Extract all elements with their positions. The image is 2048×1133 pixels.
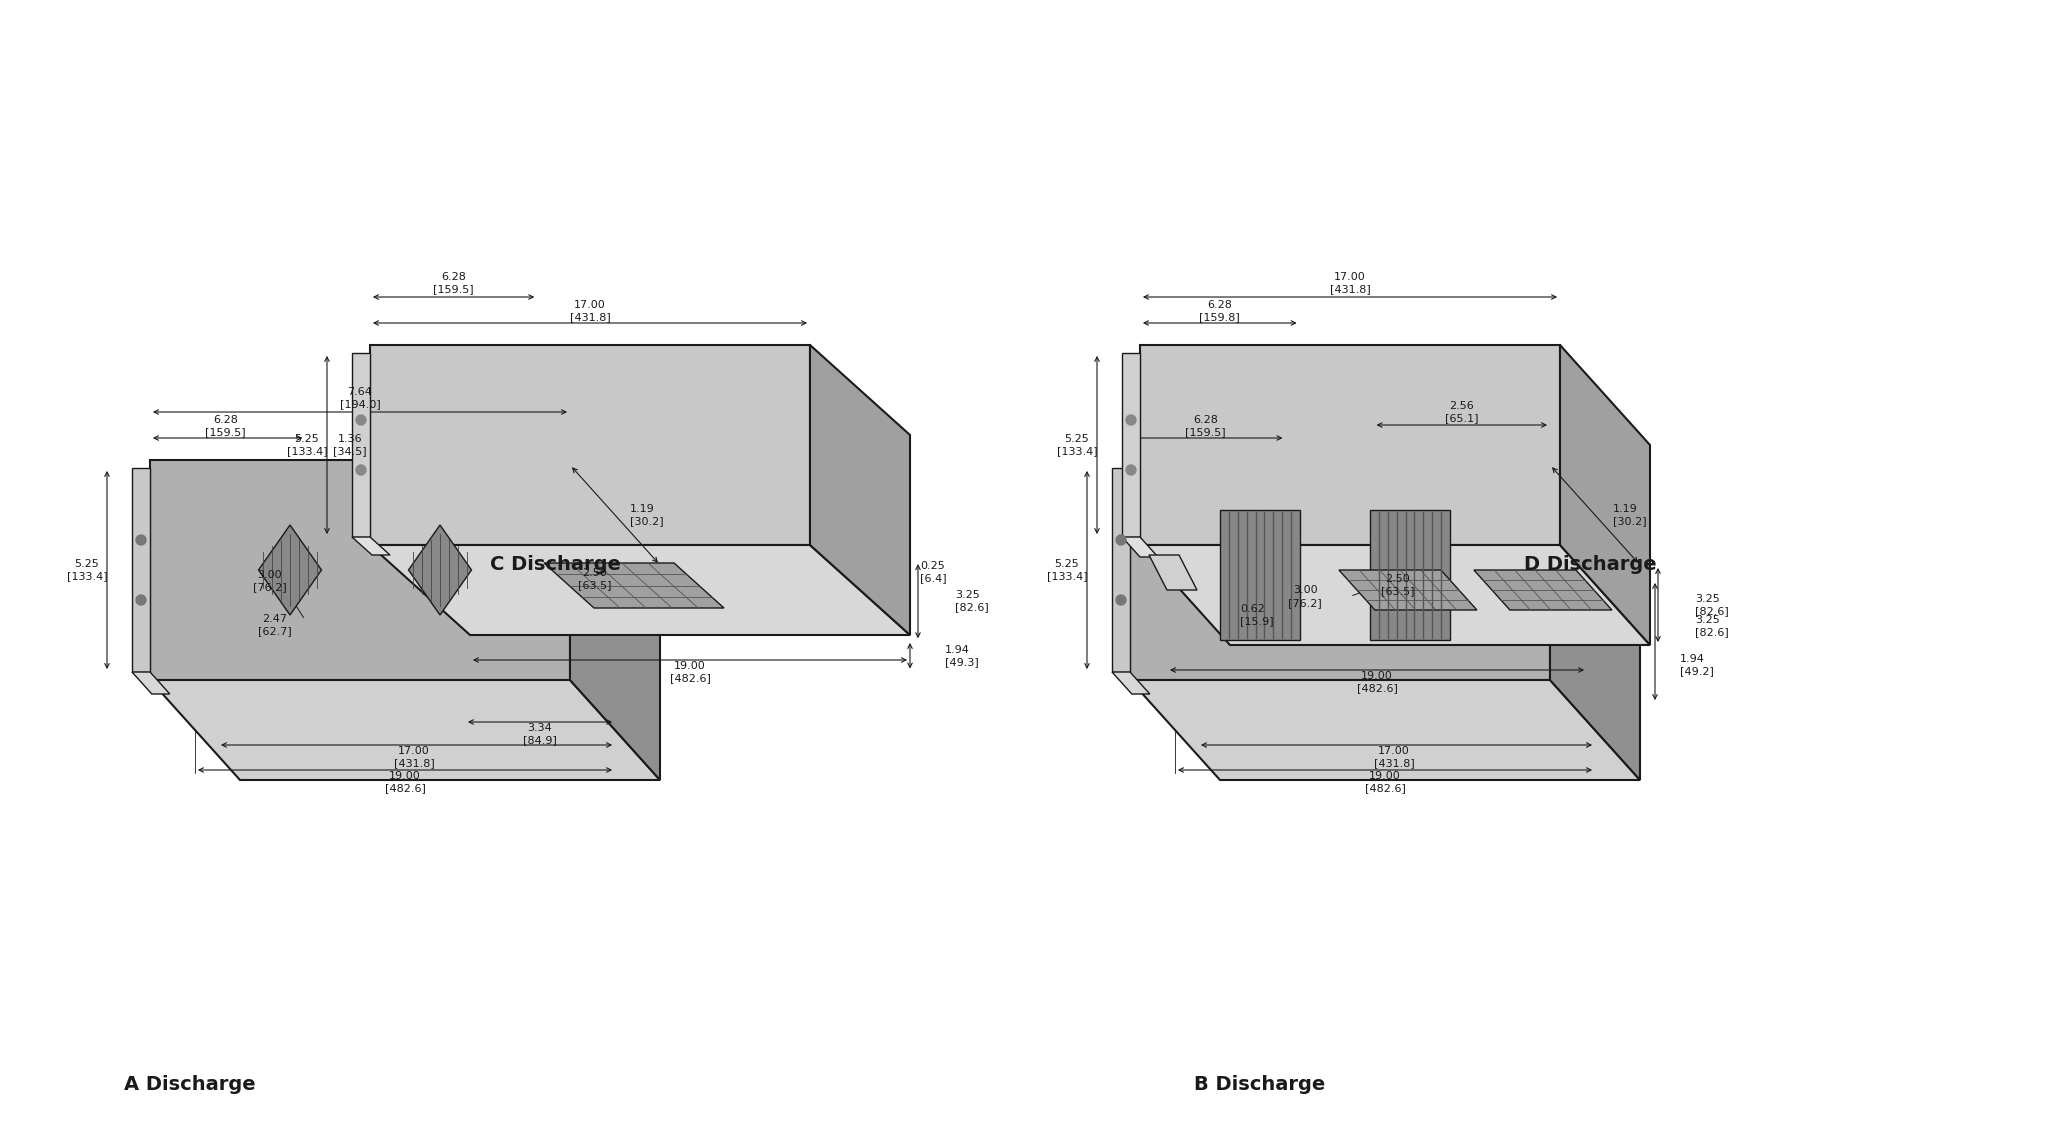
Text: D Discharge: D Discharge [1524,555,1657,574]
Polygon shape [1550,460,1640,780]
Circle shape [1126,465,1137,475]
Text: 3.25
[82.6]: 3.25 [82.6] [1696,615,1729,637]
Polygon shape [1112,468,1130,672]
Text: 17.00
[431.8]: 17.00 [431.8] [569,300,610,322]
Text: 2.47
[62.7]: 2.47 [62.7] [258,614,293,637]
Text: 5.25
[133.4]: 5.25 [133.4] [287,434,328,457]
Polygon shape [131,672,170,695]
Polygon shape [150,680,659,780]
Text: 6.28
[159.8]: 6.28 [159.8] [1200,300,1241,322]
Polygon shape [569,460,659,780]
Circle shape [1126,415,1137,425]
Polygon shape [371,545,909,634]
Text: A Discharge: A Discharge [125,1075,256,1094]
Text: 17.00
[431.8]: 17.00 [431.8] [393,746,434,768]
Circle shape [356,415,367,425]
Polygon shape [1149,555,1196,590]
Text: 7.64
[194.0]: 7.64 [194.0] [340,386,381,409]
Text: 19.00
[482.6]: 19.00 [482.6] [670,661,711,683]
Polygon shape [1112,672,1149,695]
Text: 19.00
[482.6]: 19.00 [482.6] [1364,770,1405,793]
Text: 6.28
[159.5]: 6.28 [159.5] [434,272,473,295]
Text: 2.50
[63.5]: 2.50 [63.5] [578,568,612,590]
Text: 3.25
[82.6]: 3.25 [82.6] [1696,594,1729,616]
Circle shape [1116,595,1126,605]
Text: 1.94
[49.3]: 1.94 [49.3] [944,645,979,667]
Polygon shape [131,468,150,672]
Text: 6.28
[159.5]: 6.28 [159.5] [205,415,246,437]
Polygon shape [1130,680,1640,780]
Polygon shape [1221,510,1300,640]
Polygon shape [408,525,471,615]
Polygon shape [352,353,371,537]
Circle shape [135,595,145,605]
Text: 0.62
[15.9]: 0.62 [15.9] [1239,604,1274,627]
Text: 3.25
[82.6]: 3.25 [82.6] [954,590,989,613]
Circle shape [1116,535,1126,545]
Polygon shape [811,346,909,634]
Text: 1.94
[49.2]: 1.94 [49.2] [1679,654,1714,676]
Polygon shape [1561,346,1651,645]
Polygon shape [545,563,725,608]
Circle shape [356,465,367,475]
Circle shape [135,535,145,545]
Polygon shape [1475,570,1612,610]
Text: B Discharge: B Discharge [1194,1075,1325,1094]
Text: 19.00
[482.6]: 19.00 [482.6] [1356,671,1397,693]
Polygon shape [1122,353,1141,537]
Text: 6.28
[159.5]: 6.28 [159.5] [1186,415,1227,437]
Text: 3.00
[76.2]: 3.00 [76.2] [254,570,287,593]
Polygon shape [1130,460,1550,680]
Text: 5.25
[133.4]: 5.25 [133.4] [1057,434,1098,457]
Polygon shape [1141,346,1561,545]
Text: 1.19
[30.2]: 1.19 [30.2] [631,504,664,526]
Text: 3.00
[76.2]: 3.00 [76.2] [1288,586,1321,607]
Polygon shape [150,460,569,680]
Text: 1.19
[30.2]: 1.19 [30.2] [1614,504,1647,526]
Text: 0.25
[6.4]: 0.25 [6.4] [920,561,946,583]
Text: 17.00
[431.8]: 17.00 [431.8] [1329,272,1370,295]
Polygon shape [352,537,389,555]
Text: C Discharge: C Discharge [489,555,621,574]
Polygon shape [1141,545,1651,645]
Polygon shape [371,346,811,545]
Text: 19.00
[482.6]: 19.00 [482.6] [385,770,426,793]
Polygon shape [1370,510,1450,640]
Polygon shape [258,525,322,615]
Polygon shape [1122,537,1157,557]
Text: 3.34
[84.9]: 3.34 [84.9] [522,723,557,746]
Polygon shape [1339,570,1477,610]
Text: 5.25
[133.4]: 5.25 [133.4] [1047,559,1087,581]
Text: 2.50
[63.5]: 2.50 [63.5] [1380,573,1415,596]
Text: 2.56
[65.1]: 2.56 [65.1] [1446,401,1479,424]
Text: 17.00
[431.8]: 17.00 [431.8] [1374,746,1415,768]
Text: 5.25
[133.4]: 5.25 [133.4] [68,559,106,581]
Text: 1.36
[34.5]: 1.36 [34.5] [334,434,367,457]
